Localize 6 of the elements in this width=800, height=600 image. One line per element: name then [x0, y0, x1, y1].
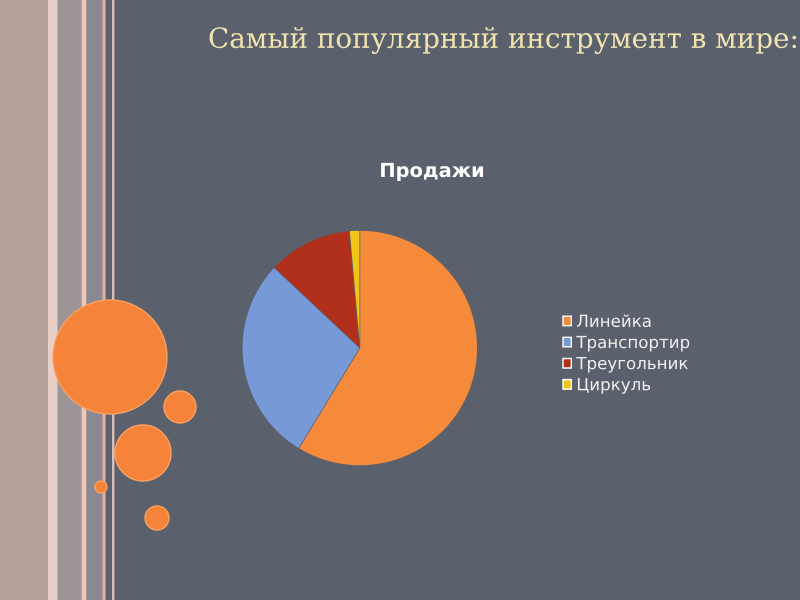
chart-title: Самый популярный инструмент в мире:	[210, 27, 796, 54]
legend-label: Транспортир	[576, 336, 690, 352]
chart-subtitle: Продажи	[381, 162, 484, 182]
legend-label: Линейка	[577, 314, 650, 328]
legend-label: Циркуль	[578, 378, 650, 394]
legend-label: Треугольник	[576, 357, 688, 373]
